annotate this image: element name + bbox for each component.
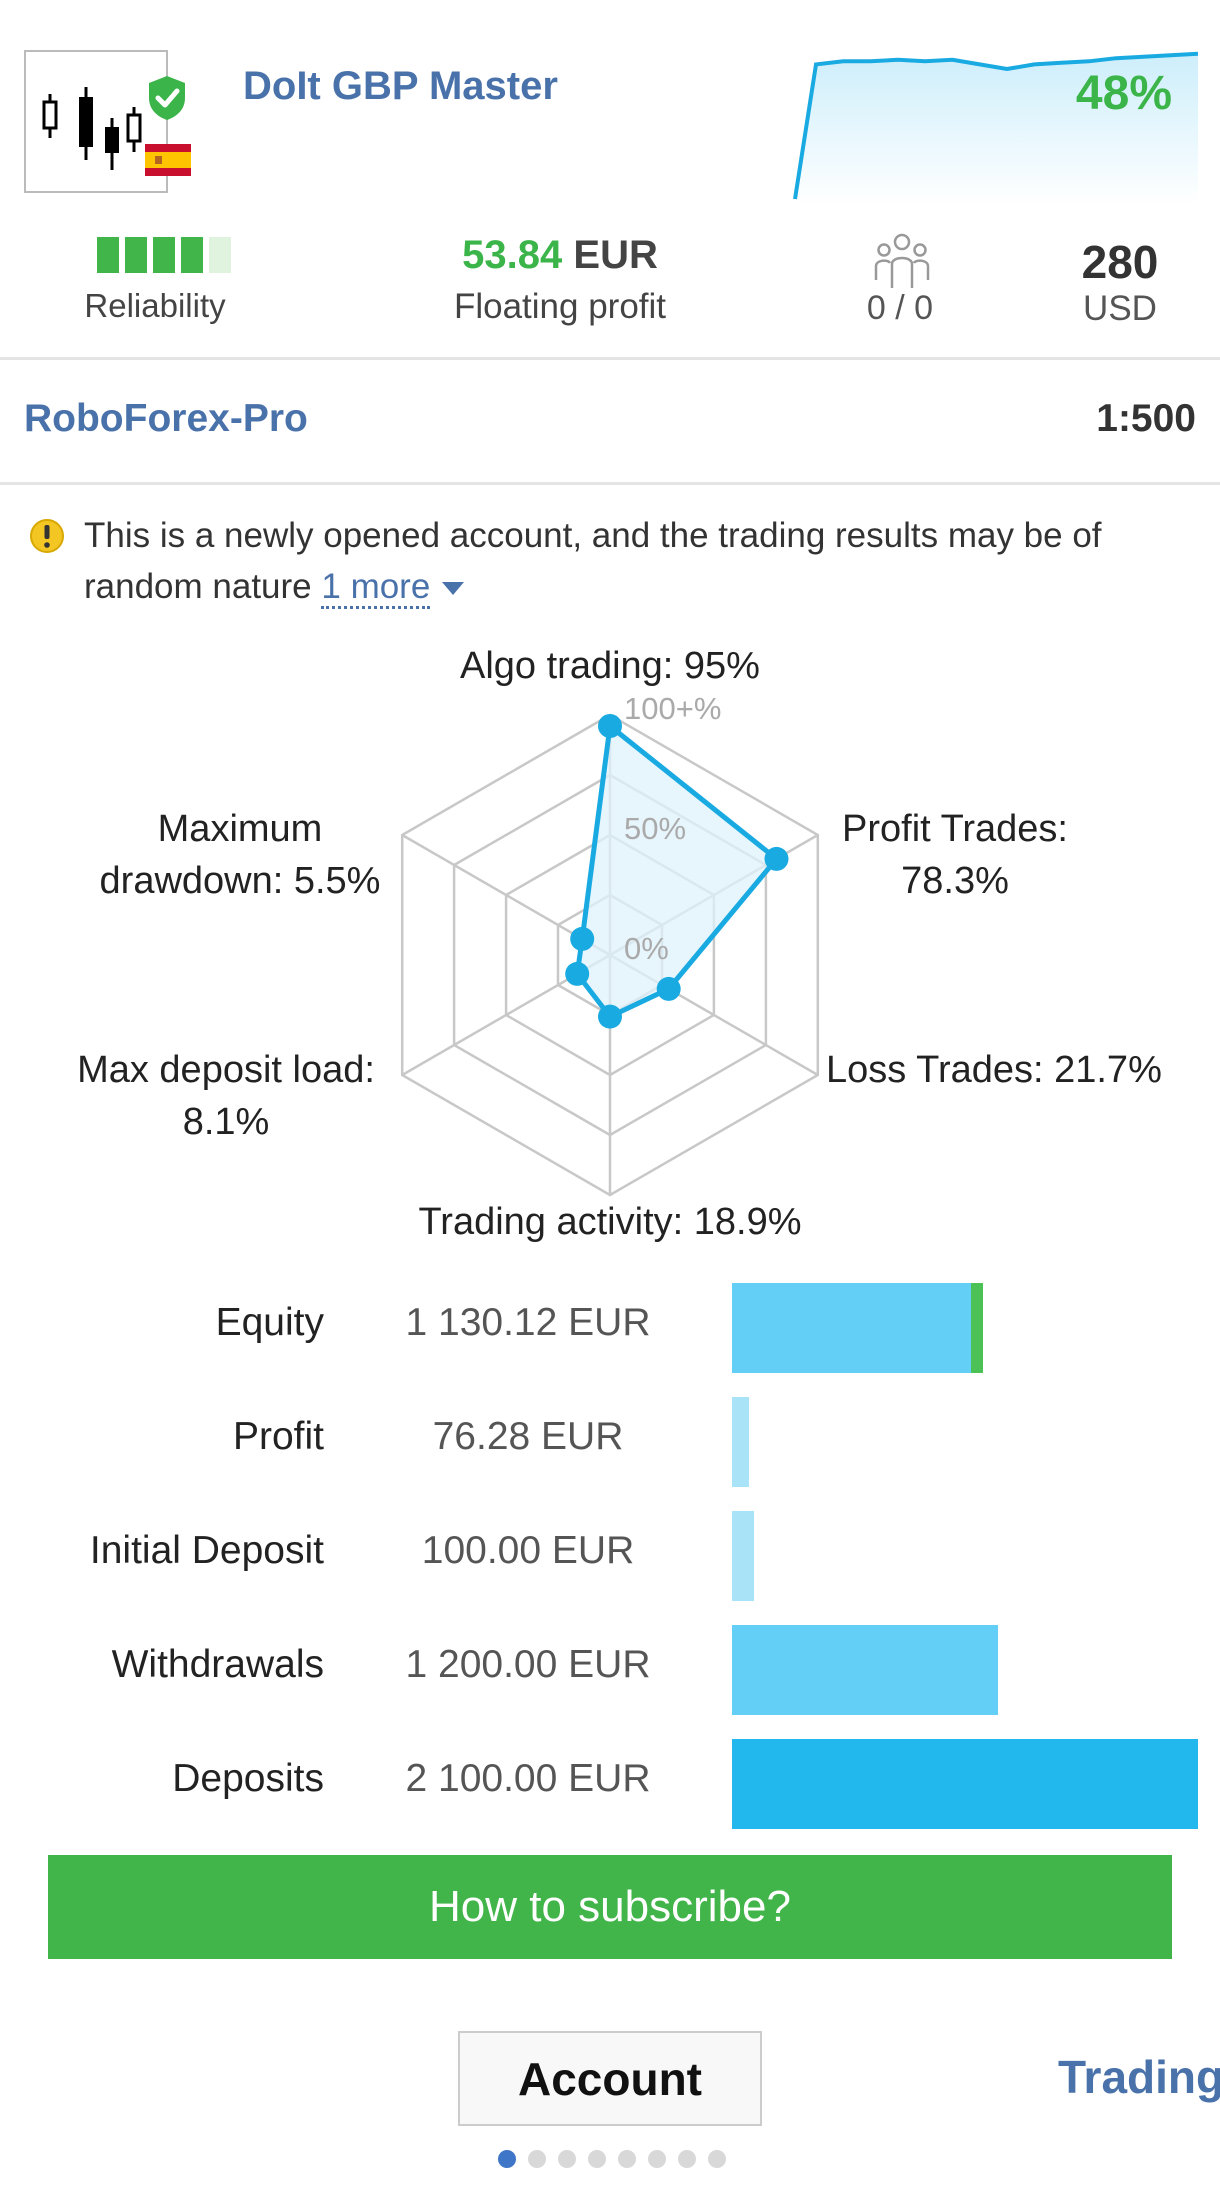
radar-chart: 100+% 50% 0% Algo trading: 95% Profit Trad… (0, 640, 1220, 1260)
tab-trading[interactable]: Trading (1058, 2051, 1220, 2103)
radar-scale-label: 50% (624, 811, 686, 846)
subscribers-icon (874, 233, 930, 288)
page-dot[interactable] (648, 2150, 666, 2168)
radar-series-area (574, 723, 779, 1020)
new-account-warning: This is a newly opened account, and the … (84, 510, 1194, 612)
balance-row-initial-deposit: Initial Deposit 100.00 EUR (0, 1511, 1220, 1601)
floating-profit-currency: EUR (573, 233, 658, 277)
radar-label-line: 78.3% (901, 860, 1009, 902)
signal-header: DoIt GBP Master 48% (0, 0, 1220, 210)
balance-value: 100.00 EUR (421, 1529, 635, 1572)
reliability-segment (97, 237, 119, 273)
leverage-value: 1:500 (1096, 397, 1196, 440)
divider (0, 357, 1220, 360)
radar-point (598, 714, 622, 738)
radar-label-algo-trading: Algo trading: 95% (410, 640, 810, 692)
spain-flag-icon (145, 144, 191, 176)
floating-profit-value: 53.84 EUR (410, 233, 710, 278)
balance-name: Profit (232, 1415, 324, 1458)
radar-label-line: 8.1% (182, 1101, 270, 1143)
signal-name[interactable]: DoIt GBP Master (243, 64, 558, 108)
radar-label-trading-activity: Trading activity: 18.9% (380, 1196, 840, 1248)
radar-point (570, 926, 595, 951)
balance-bar (732, 1625, 998, 1715)
growth-sparkline (793, 51, 1198, 205)
radar-chart-plot: 100+% 50% 0% (400, 691, 820, 1197)
reliability-label: Reliability (84, 287, 226, 324)
floating-profit-label: Floating profit (453, 287, 667, 326)
reliability-segment (181, 237, 203, 273)
radar-label-max-deposit-load: Max deposit load: 8.1% (50, 1044, 402, 1148)
balance-name: Deposits (172, 1757, 324, 1800)
balance-bar (732, 1739, 1198, 1829)
growth-percent: 48% (1075, 67, 1172, 120)
reliability-segment (125, 237, 147, 273)
page-dot[interactable] (708, 2150, 726, 2168)
page-indicator (498, 2150, 726, 2174)
radar-label-line: Profit Trades: (842, 808, 1068, 850)
balance-row-withdrawals: Withdrawals 1 200.00 EUR (0, 1625, 1220, 1715)
page-dot[interactable] (558, 2150, 576, 2168)
balance-name: Withdrawals (111, 1643, 324, 1686)
balance-name: Equity (215, 1301, 324, 1344)
balance-name: Initial Deposit (89, 1529, 324, 1572)
more-warnings-link[interactable]: 1 more (321, 567, 431, 609)
candlestick-chart-icon (42, 87, 142, 170)
balance-bar (732, 1511, 754, 1601)
balance-row-deposits: Deposits 2 100.00 EUR (0, 1739, 1220, 1829)
radar-point (598, 1004, 622, 1029)
radar-scale-label: 0% (624, 931, 669, 966)
subscription-currency: USD (1083, 289, 1157, 328)
radar-label-loss-trades: Loss Trades: 21.7% (826, 1044, 1206, 1096)
balance-value: 1 200.00 EUR (405, 1643, 651, 1686)
signal-stats: Reliability 53.84 EUR Floating profit 0 … (0, 215, 1220, 355)
page-dot[interactable] (588, 2150, 606, 2168)
radar-scale-label: 100+% (624, 691, 721, 726)
check-shield-icon (149, 76, 185, 120)
radar-label-profit-trades: Profit Trades: 78.3% (810, 803, 1100, 907)
balance-bar (732, 1397, 749, 1487)
radar-point (656, 976, 681, 1001)
radar-point (764, 846, 789, 871)
balance-bar (732, 1283, 983, 1373)
warning-text: This is a newly opened account, and the … (84, 516, 1102, 606)
subscribers-count: 0 / 0 (866, 289, 934, 327)
reliability-segment (153, 237, 175, 273)
subscription-price: 280 (1081, 236, 1159, 288)
page-dot[interactable] (678, 2150, 696, 2168)
page-dot[interactable] (618, 2150, 636, 2168)
radar-label-line: Trading activity: 18.9% (418, 1201, 802, 1243)
balance-value: 2 100.00 EUR (405, 1757, 651, 1800)
divider (0, 482, 1220, 485)
radar-label-line: Loss Trades: 21.7% (826, 1049, 1162, 1091)
warning-icon (30, 519, 64, 553)
chevron-down-icon[interactable] (442, 582, 465, 596)
radar-label-line: Maximum (157, 808, 323, 850)
broker-name[interactable]: RoboForex-Pro (24, 397, 308, 440)
reliability-segment (209, 237, 231, 273)
page-dot[interactable] (528, 2150, 546, 2168)
balance-bar-accent (971, 1283, 983, 1373)
radar-point (565, 961, 590, 986)
signal-logo[interactable] (24, 50, 168, 193)
floating-profit-amount: 53.84 (462, 233, 563, 277)
balance-row-equity: Equity 1 130.12 EUR (0, 1283, 1220, 1373)
balance-row-profit: Profit 76.28 EUR (0, 1397, 1220, 1487)
radar-label-maximum-drawdown: Maximum drawdown: 5.5% (70, 803, 410, 907)
radar-label-line: Algo trading: 95% (460, 645, 760, 687)
balance-value: 1 130.12 EUR (405, 1301, 651, 1344)
radar-label-line: drawdown: 5.5% (99, 860, 381, 902)
page-dot[interactable] (498, 2150, 516, 2168)
tab-account[interactable]: Account (458, 2031, 762, 2126)
radar-label-line: Max deposit load: (77, 1049, 375, 1091)
reliability-meter (97, 237, 231, 273)
balance-value: 76.28 EUR (432, 1415, 624, 1458)
how-to-subscribe-button[interactable]: How to subscribe? (48, 1855, 1172, 1959)
